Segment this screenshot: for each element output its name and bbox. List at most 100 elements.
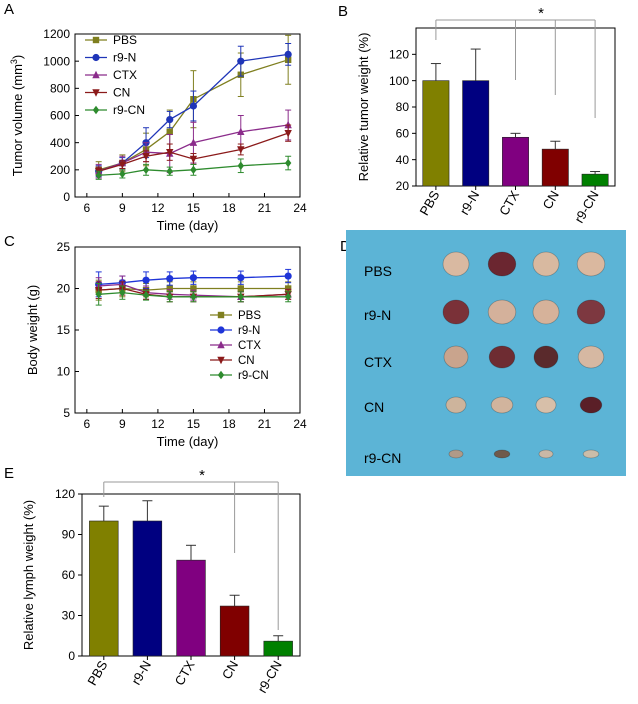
e-bar-ctx: [176, 559, 206, 657]
a-legend-pbs-label: PBS: [113, 33, 137, 47]
a-y-tick-label: 0: [63, 190, 70, 204]
c-y-tick-label: 20: [57, 282, 71, 296]
e-significance-star: *: [199, 467, 205, 484]
a-x-tick-label: 6: [83, 201, 90, 215]
a-y-tick-label: 200: [50, 163, 70, 177]
panel-label-a: A: [4, 1, 14, 18]
b-y-tick-label: 120: [389, 48, 409, 62]
c-series-r9-cn-point: [237, 292, 244, 301]
c-y-tick-label: 10: [57, 365, 71, 379]
a-legend-pbs-marker: [92, 36, 100, 44]
a-legend-r9-n-marker: [92, 53, 100, 62]
a-legend-r9-n-label: r9-N: [113, 51, 136, 65]
c-legend-r9-n-marker: [217, 326, 225, 334]
tumor-r9-cn-2: [493, 449, 511, 459]
e-y-tick-label: 0: [68, 649, 75, 663]
c-x-tick-label: 15: [187, 417, 201, 431]
photo-row-label-ctx: CTX: [364, 354, 393, 370]
e-bar-pbs: [89, 520, 119, 657]
photo-row-label-pbs: PBS: [364, 263, 392, 279]
c-series-r9-cn-point: [119, 288, 126, 297]
a-series-cn-point: [142, 153, 150, 161]
c-series-pbs-point: [190, 285, 197, 292]
a-series-cn-point: [237, 146, 245, 154]
a-series-r9-cn-point: [142, 165, 150, 175]
c-series-r9-cn-point: [284, 292, 292, 301]
photo-row-label-r9-n: r9-N: [364, 307, 391, 323]
a-series-r9-cn-point: [237, 161, 244, 170]
c-legend-pbs-label: PBS: [238, 310, 261, 322]
tumor-cn-2: [490, 396, 514, 414]
b-x-tick-label: CTX: [496, 188, 522, 218]
c-series-r9-cn-point: [190, 292, 197, 301]
b-y-tick-label: 60: [396, 127, 410, 141]
a-legend-cn-label: CN: [113, 86, 130, 100]
a-series-ctx-point: [237, 127, 245, 135]
b-bar-ctx: [502, 136, 529, 187]
c-x-tick-label: 24: [293, 417, 307, 431]
a-series-r9-cn-point: [166, 166, 173, 176]
a-y-tick-label: 800: [50, 82, 70, 96]
e-x-tick-label: r9-CN: [254, 658, 284, 696]
a-y-tick-label: 400: [50, 136, 70, 150]
tumor-cn-4: [579, 396, 603, 414]
a-x-axis-title: Time (day): [157, 218, 219, 233]
a-series-r9-cn-point: [190, 165, 197, 175]
a-x-tick-label: 18: [222, 201, 236, 215]
a-plot-frame: [74, 33, 301, 198]
c-y-tick-label: 5: [63, 406, 70, 420]
c-legend-cn-marker: [217, 356, 225, 365]
panel-label-c: C: [4, 233, 15, 250]
a-series-r9-n-point: [189, 102, 198, 110]
chart-e: 0 30 60 90 120 Relative lymph weight (%) PBS r9…: [21, 467, 301, 696]
c-series-r9-n-point: [284, 272, 292, 280]
tumor-pbs-3: [532, 251, 560, 277]
a-series-cn-point: [284, 129, 292, 138]
a-legend-ctx-label: CTX: [113, 68, 137, 82]
c-y-tick-label: 15: [57, 323, 71, 337]
a-series-r9-n-point: [237, 57, 245, 65]
a-series-cn-point: [189, 155, 198, 164]
c-series-r9-n-point: [142, 276, 150, 284]
tumor-pbs-1: [442, 251, 470, 277]
e-significance-bracket: [103, 481, 279, 630]
c-legend-cn-label: CN: [238, 355, 255, 367]
c-x-tick-label: 18: [222, 417, 236, 431]
e-y-tick-label: 30: [62, 609, 76, 623]
b-bar-cn: [541, 148, 569, 187]
b-y-tick-label: 100: [389, 74, 409, 88]
e-x-tick-label: PBS: [84, 658, 110, 688]
c-series-r9-cn-point: [95, 290, 102, 299]
c-y-axis-title: Body weight (g): [25, 285, 40, 375]
a-y-tick-label: 1200: [43, 27, 70, 41]
a-x-tick-label: 15: [187, 201, 201, 215]
b-y-tick-label: 40: [396, 153, 410, 167]
c-x-tick-label: 6: [83, 417, 90, 431]
a-series-r9-cn-point: [284, 158, 292, 168]
b-bar-pbs: [422, 80, 450, 187]
c-legend-ctx-label: CTX: [238, 340, 261, 352]
a-series-ctx-point: [189, 138, 198, 146]
b-y-axis-title: Relative tumor weight (%): [356, 33, 371, 182]
c-x-axis-title: Time (day): [157, 434, 219, 449]
tumor-r9-cn-3: [538, 449, 554, 459]
a-series-r9-cn-point: [119, 169, 126, 179]
tumor-photo: PBS r9-N CTX CN r9-CN: [346, 230, 626, 476]
b-y-tick-label: 20: [396, 179, 410, 193]
c-series-r9-cn-point: [166, 292, 173, 301]
a-y-axis-title: Tumor volume (mm3): [9, 55, 25, 177]
c-series-pbs-point: [237, 285, 244, 292]
tumor-r9-n-3: [532, 299, 560, 325]
panel-label-d: D: [340, 238, 351, 255]
b-y-tick-label: 80: [396, 100, 410, 114]
e-bar-cn: [219, 605, 250, 657]
c-legend: PBS r9-N CTX CN r9-CN: [210, 310, 269, 382]
b-x-tick-label: r9-N: [457, 188, 483, 217]
tumor-ctx-3: [533, 345, 559, 369]
c-series-pbs-point: [166, 285, 173, 292]
tumor-ctx-4: [577, 345, 605, 369]
tumor-ctx-1: [443, 345, 469, 369]
chart-c: 6 9 12 15 18 21 24 5 10 15 20 25 Time (day) Body weig…: [25, 240, 307, 449]
tumor-r9-cn-4: [582, 449, 600, 459]
panel-label-e: E: [4, 465, 14, 482]
